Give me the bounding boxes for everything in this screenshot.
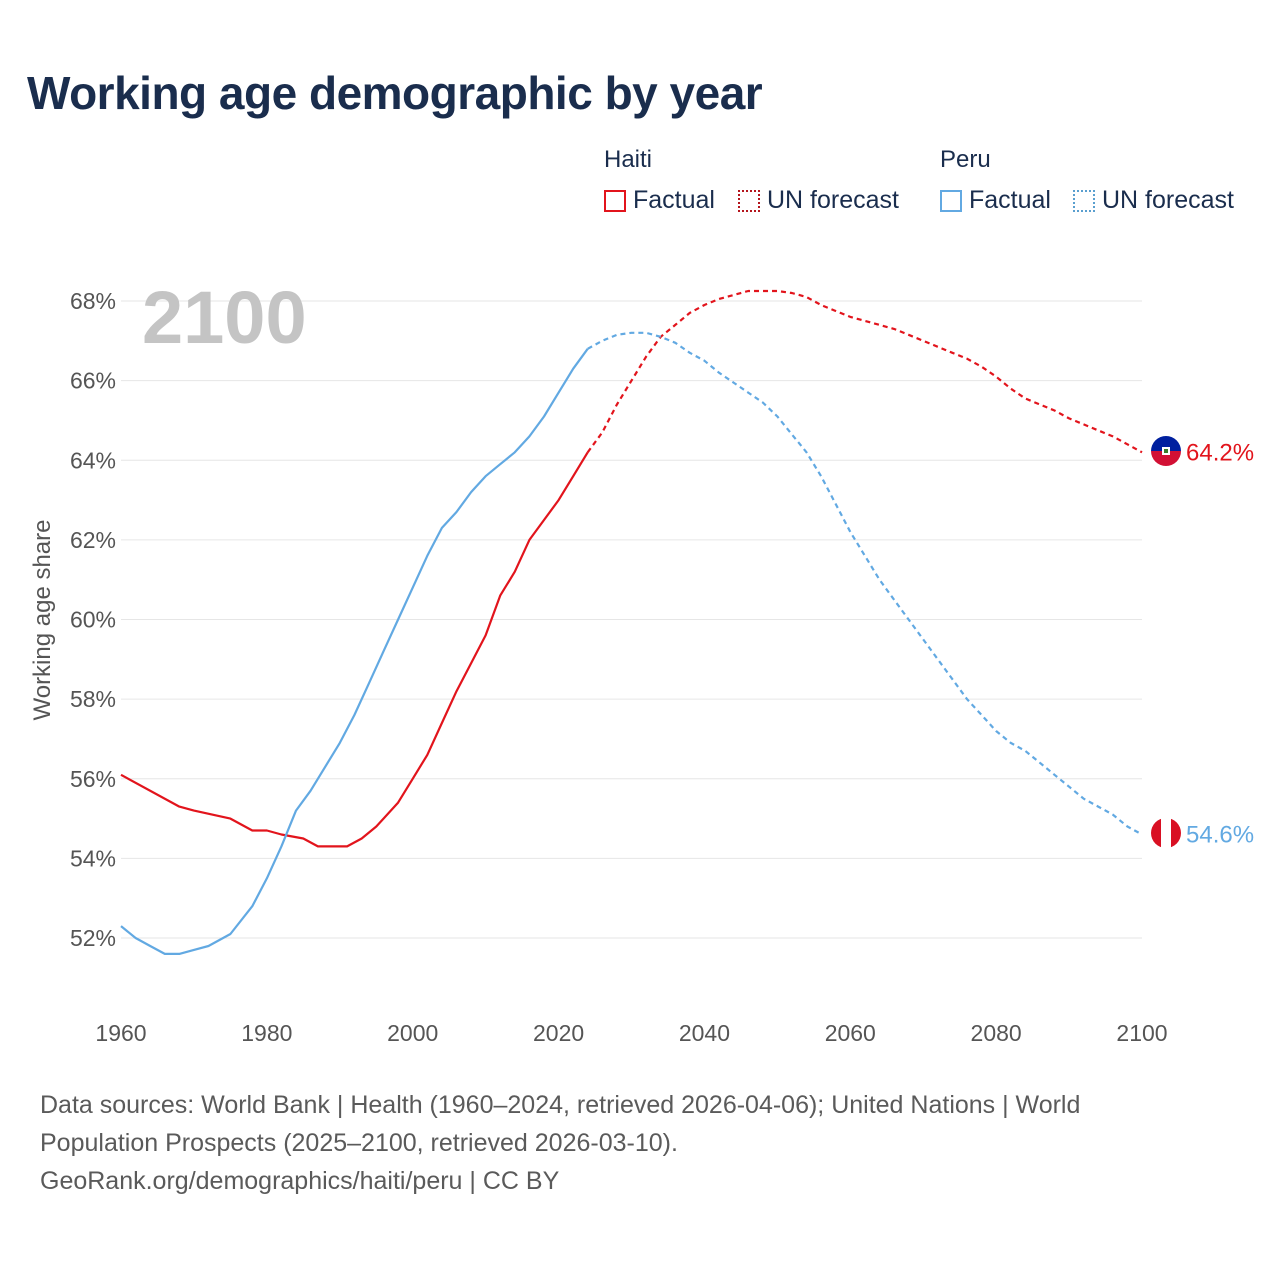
x-tick-label: 2060 [825, 1020, 876, 1046]
y-tick-label: 60% [70, 607, 116, 633]
legend-haiti-factual-label: Factual [633, 186, 715, 214]
peru-forecast-line[interactable] [587, 331, 1143, 836]
chart-title: Working age demographic by year [27, 67, 763, 119]
legend-peru-factual[interactable]: Factual [940, 186, 1051, 215]
legend-peru-factual-label: Factual [969, 186, 1051, 214]
y-tick-label: 68% [70, 288, 116, 314]
y-tick-label: 56% [70, 766, 116, 792]
y-tick-label: 64% [70, 447, 116, 473]
legend-haiti-factual[interactable]: Factual [604, 186, 715, 215]
x-tick-label: 2040 [679, 1020, 730, 1046]
y-tick-label: 58% [70, 686, 116, 712]
legend-peru-forecast[interactable]: UN forecast [1073, 186, 1234, 215]
peru-flag-icon [1151, 818, 1181, 848]
legend-peru-factual-swatch [940, 189, 962, 212]
legend-haiti-title: Haiti [604, 146, 653, 173]
legend-peru-title: Peru [940, 146, 991, 173]
peru-factual-line[interactable] [120, 348, 589, 956]
legend-peru-forecast-swatch [1073, 189, 1095, 212]
legend-haiti-factual-swatch [604, 189, 626, 212]
peru-end-value-label: 54.6% [1186, 821, 1254, 848]
x-tick-label: 2000 [387, 1020, 438, 1046]
haiti-end-value-label: 64.2% [1186, 439, 1254, 466]
haiti-factual-line[interactable] [120, 451, 589, 848]
legend-peru-forecast-label: UN forecast [1102, 186, 1234, 214]
x-tick-label: 2100 [1116, 1020, 1167, 1046]
x-tick-label: 1980 [241, 1020, 292, 1046]
sources-line-1: Data sources: World Bank | Health (1960–… [40, 1091, 1081, 1119]
current-year-watermark: 2100 [142, 276, 307, 359]
legend-haiti-forecast-swatch [738, 189, 760, 212]
x-tick-label: 2080 [971, 1020, 1022, 1046]
sources-line-3: GeoRank.org/demographics/haiti/peru | CC… [40, 1167, 560, 1195]
x-tick-label: 1960 [95, 1020, 146, 1046]
legend-haiti-forecast[interactable]: UN forecast [738, 186, 899, 215]
line-chart: 52% 54% 56% 58% 60% 62% 64% 66% 68% 1960 1980 2000 2… [29, 276, 1254, 1046]
data-sources: Data sources: World Bank | Health (1960–… [40, 1086, 1240, 1200]
x-tick-label: 2020 [533, 1020, 584, 1046]
y-tick-label: 62% [70, 527, 116, 553]
y-axis-title: Working age share [29, 520, 56, 721]
y-tick-label: 52% [70, 925, 116, 951]
y-tick-label: 66% [70, 368, 116, 394]
haiti-flag-icon [1151, 436, 1181, 466]
y-tick-label: 54% [70, 845, 116, 871]
legend-haiti-forecast-label: UN forecast [767, 186, 899, 214]
sources-line-2: Population Prospects (2025–2100, retriev… [40, 1129, 678, 1157]
haiti-forecast-line[interactable] [586, 289, 1143, 454]
